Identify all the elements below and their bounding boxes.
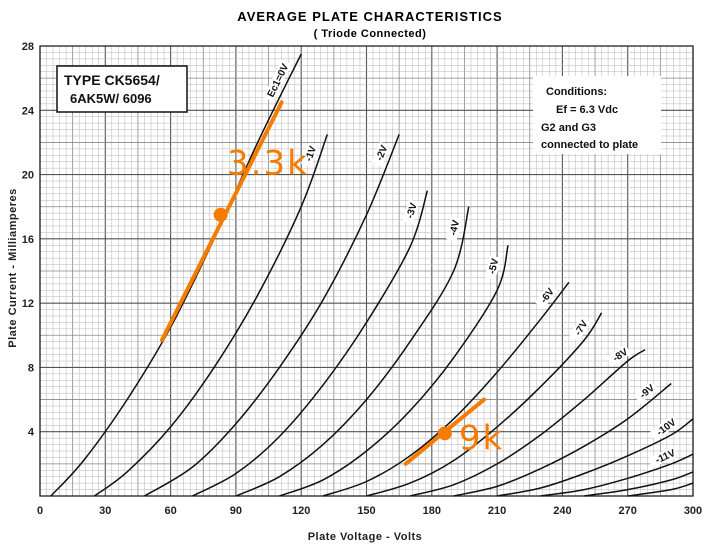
- curve-line: [279, 245, 509, 497]
- y-tick-label: 28: [22, 41, 34, 53]
- x-tick-label: 240: [553, 505, 571, 517]
- curve-line: [192, 190, 429, 497]
- curve-line: [144, 134, 400, 497]
- curve-line: [584, 471, 694, 497]
- curve-label-bg: [606, 344, 632, 367]
- load-line-label: 3.3k: [227, 143, 309, 183]
- y-tick-label: 20: [22, 170, 34, 182]
- curve-label-bg: [633, 380, 658, 404]
- curve-line: [322, 281, 570, 497]
- curve-label: -1V: [303, 144, 319, 163]
- y-tick-label: 8: [28, 362, 34, 374]
- operating-point: [437, 426, 452, 441]
- curve-label-bg: [300, 142, 319, 168]
- curve-line: [50, 53, 302, 497]
- conditions-line-2: Ef = 6.3 Vdc: [556, 104, 618, 116]
- curve-line: [540, 453, 694, 497]
- x-tick-label: 300: [684, 505, 702, 517]
- y-tick-label: 4: [28, 427, 35, 439]
- curve-label-bg: [484, 255, 501, 280]
- x-tick-label: 210: [488, 505, 506, 517]
- chart-title: AVERAGE PLATE CHARACTERISTICS: [237, 9, 502, 24]
- chart-curves: [50, 53, 694, 497]
- x-tick-label: 30: [99, 505, 111, 517]
- curve-label: -3V: [405, 201, 420, 219]
- curve-line: [409, 349, 646, 497]
- curve-label-group: -1V: [300, 142, 319, 168]
- curve-label: -4V: [448, 219, 462, 237]
- type-box-line-1: TYPE CK5654/: [64, 72, 160, 88]
- curve-line: [453, 382, 672, 497]
- curve-label-bg: [647, 446, 679, 468]
- curve-label-bg: [534, 284, 558, 309]
- conditions-line-1: Conditions:: [546, 86, 607, 98]
- x-tick-label: 0: [37, 505, 43, 517]
- x-tick-label: 120: [292, 505, 310, 517]
- curve-line: [496, 418, 694, 497]
- curve-line: [366, 312, 603, 497]
- y-tick-label: 24: [22, 105, 35, 117]
- y-axis-label: Plate Current - Milliamperes: [7, 188, 19, 348]
- conditions-line-3: G2 and G3: [541, 122, 596, 134]
- type-box-line-2: 6AK5W/ 6096: [70, 91, 152, 106]
- curve-label-group: -4V: [445, 216, 462, 242]
- curve-line: [235, 206, 470, 497]
- curve-line: [93, 134, 329, 497]
- y-tick-label: 16: [22, 234, 34, 246]
- curve-label-bg: [649, 415, 680, 442]
- load-lines: 3.3k 9k: [159, 100, 504, 466]
- load-line-label: 9k: [459, 418, 504, 458]
- conditions-line-4: connected to plate: [541, 139, 638, 151]
- x-tick-label: 180: [423, 505, 441, 517]
- x-tick-label: 90: [230, 505, 242, 517]
- curve-label-group: -3V: [402, 199, 420, 225]
- curve-label-bg: [402, 199, 420, 225]
- x-tick-label: 60: [164, 505, 176, 517]
- curve-label-bg: [569, 316, 591, 342]
- x-tick-label: 150: [357, 505, 375, 517]
- x-tick-label: 270: [619, 505, 637, 517]
- chart-ticks: 0 30 60 90 120 150 180 210 240 270 300 4 8 12 16 20 24 28: [22, 41, 702, 517]
- curve-label: -5V: [487, 257, 501, 275]
- curve-label-bg: [371, 141, 391, 167]
- y-tick-label: 12: [22, 298, 34, 310]
- x-axis-label: Plate Voltage - Volts: [308, 531, 423, 543]
- curve-label-bg: [263, 59, 292, 102]
- curve-label-group: -5V: [484, 255, 501, 280]
- chart-subtitle: ( Triode Connected): [314, 28, 427, 40]
- conditions-box: Conditions: Ef = 6.3 Vdc G2 and G3 conne…: [533, 76, 661, 154]
- operating-point: [213, 207, 228, 222]
- curve-label-bg: [445, 216, 462, 242]
- curve-line: [627, 482, 694, 497]
- type-box: TYPE CK5654/ 6AK5W/ 6096: [56, 65, 188, 113]
